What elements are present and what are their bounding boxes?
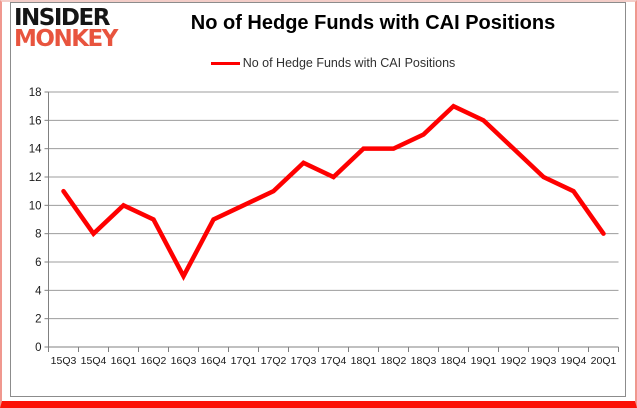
- x-tick-label: 19Q2: [501, 355, 527, 367]
- x-tick-label: 17Q2: [261, 355, 287, 367]
- x-tick-label: 15Q3: [51, 355, 77, 367]
- x-tick-label: 15Q4: [81, 355, 107, 367]
- x-tick-label: 18Q4: [441, 355, 467, 367]
- y-tick-label: 14: [29, 144, 42, 156]
- x-tick-label: 16Q1: [111, 355, 137, 367]
- chart-canvas: 0 2 4 6 8 10 12 14 16 18 15Q3 15Q4 16Q1 16Q2 16Q3 16Q4 1…: [29, 87, 619, 367]
- x-tick-label: 20Q1: [591, 355, 617, 367]
- y-tick-label: 10: [29, 200, 42, 212]
- y-tick-label: 12: [29, 172, 42, 184]
- legend-label: No of Hedge Funds with CAI Positions: [242, 56, 456, 70]
- x-tick-label: 19Q4: [561, 355, 587, 367]
- y-tick-label: 4: [35, 285, 42, 297]
- logo-text-monkey: MONKEY: [14, 26, 118, 53]
- data-series-line: [61, 103, 606, 281]
- y-tick-label: 2: [35, 314, 41, 326]
- chart-title: No of Hedge Funds with CAI Positions: [190, 12, 556, 34]
- x-tick-label: 16Q3: [171, 355, 197, 367]
- logo-text-insider: INSIDER: [14, 5, 110, 31]
- y-tick-label: 16: [29, 115, 42, 127]
- y-tick-label: 18: [29, 87, 42, 99]
- x-tick-label: 19Q3: [531, 355, 557, 367]
- x-tick-label: 18Q3: [411, 355, 437, 367]
- x-tick-label: 17Q4: [321, 355, 347, 367]
- x-tick-label: 18Q2: [381, 355, 407, 367]
- chart-container: INSIDER MONKEY No of Hedge Funds with CA…: [10, 2, 626, 397]
- insider-monkey-logo: INSIDER MONKEY: [14, 5, 118, 53]
- legend-line-marker: [210, 61, 240, 65]
- chart-legend: No of Hedge Funds with CAI Positions: [41, 56, 625, 70]
- x-tick-label: 16Q4: [201, 355, 227, 367]
- x-tick-label: 17Q3: [291, 355, 317, 367]
- x-tick-label: 16Q2: [141, 355, 167, 367]
- x-tick-label: 18Q1: [351, 355, 377, 367]
- y-tick-label: 0: [35, 342, 41, 354]
- y-tick-label: 8: [35, 229, 41, 241]
- x-tick-label: 17Q1: [231, 355, 257, 367]
- x-tick-label: 19Q1: [471, 355, 497, 367]
- y-tick-label: 6: [35, 257, 41, 269]
